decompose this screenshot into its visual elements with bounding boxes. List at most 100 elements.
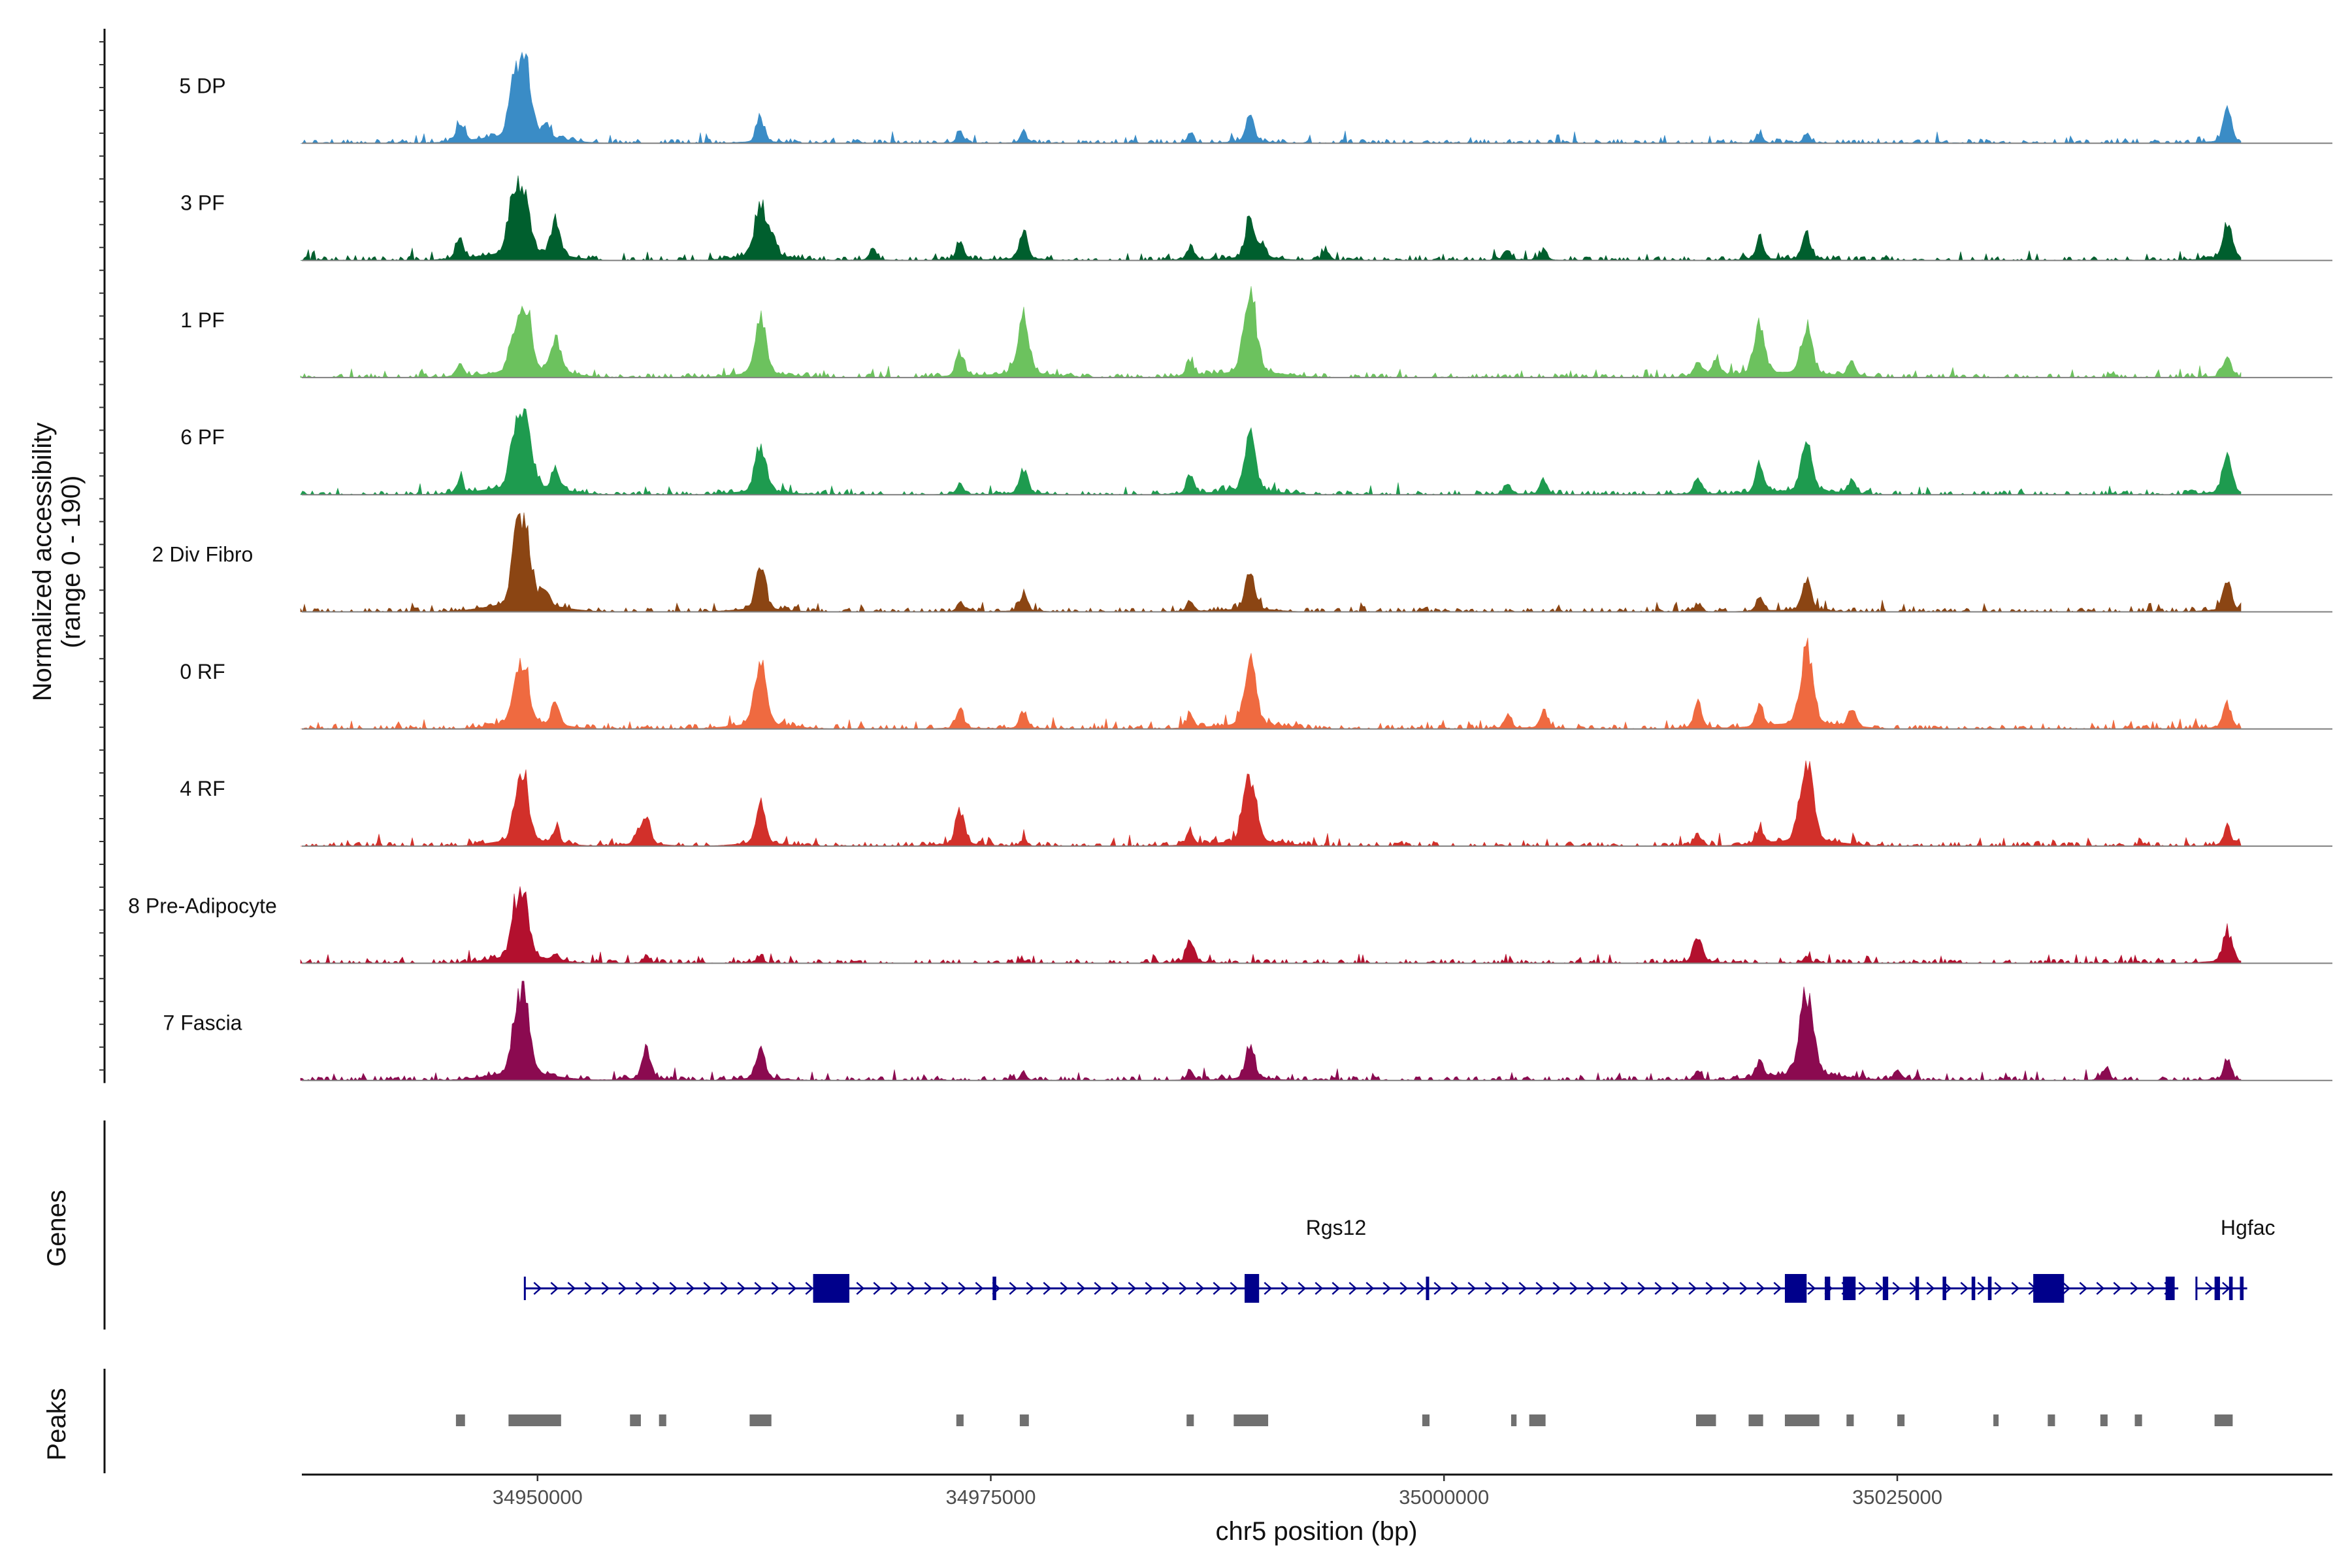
strand-chevron: [2096, 1282, 2105, 1295]
peak-region: [1233, 1414, 1269, 1426]
strand-chevron: [856, 1282, 865, 1295]
peak-region: [1511, 1414, 1517, 1426]
strand-chevron: [1875, 1282, 1884, 1295]
strand-chevron: [2130, 1282, 2139, 1295]
coverage-area: [300, 408, 2242, 496]
strand-chevron: [1026, 1282, 1035, 1295]
track-9: 7 Fascia: [163, 981, 2332, 1081]
strand-chevron: [1637, 1282, 1646, 1295]
strand-chevron: [1467, 1282, 1477, 1295]
exon: [1942, 1277, 1946, 1300]
strand-chevron: [1705, 1282, 1714, 1295]
strand-chevron: [1671, 1282, 1680, 1295]
strand-chevron: [1128, 1282, 1137, 1295]
strand-chevron: [1586, 1282, 1595, 1295]
peak-region: [630, 1414, 641, 1426]
exon: [1915, 1277, 1919, 1300]
strand-chevron: [1331, 1282, 1341, 1295]
strand-chevron: [1348, 1282, 1358, 1295]
track-label: 5 DP: [179, 74, 225, 97]
peak-region: [455, 1414, 465, 1426]
peak-region: [659, 1414, 666, 1426]
peak-region: [1846, 1414, 1854, 1426]
strand-chevron: [975, 1282, 984, 1295]
strand-chevron: [1858, 1282, 1867, 1295]
track-label: 3 PF: [180, 191, 225, 215]
peak-region: [749, 1414, 772, 1426]
strand-chevron: [1518, 1282, 1527, 1295]
strand-chevron: [1077, 1282, 1086, 1295]
exon: [2229, 1277, 2233, 1300]
coverage-area: [300, 512, 2242, 613]
strand-chevron: [2205, 1282, 2213, 1295]
strand-chevron: [1620, 1282, 1629, 1295]
strand-chevron: [873, 1282, 882, 1295]
strand-chevron: [2113, 1282, 2122, 1295]
peak-region: [2214, 1414, 2233, 1426]
track-7: 4 RF: [180, 760, 2332, 847]
track-label: 0 RF: [180, 660, 225, 683]
strand-chevron: [1365, 1282, 1375, 1295]
peak-region: [2048, 1414, 2055, 1426]
strand-chevron: [1807, 1282, 1816, 1295]
strand-chevron: [1009, 1282, 1018, 1295]
strand-chevron: [720, 1282, 729, 1295]
x-tick-label: 35000000: [1399, 1486, 1489, 1509]
x-tick-label: 34975000: [946, 1486, 1036, 1509]
peak-region: [1019, 1414, 1029, 1426]
coverage-area: [301, 175, 2242, 261]
strand-chevron: [1213, 1282, 1222, 1295]
peak-region: [1695, 1414, 1716, 1426]
strand-chevron: [1399, 1282, 1409, 1295]
strand-chevron: [1281, 1282, 1290, 1295]
strand-chevron: [1892, 1282, 1901, 1295]
track-1: 5 DP: [179, 51, 2332, 144]
strand-chevron: [754, 1282, 763, 1295]
axes: 34950000 34975000 35000000 35025000: [99, 29, 2332, 1509]
peak-region: [1529, 1414, 1546, 1426]
x-tick-label: 34950000: [493, 1486, 583, 1509]
strand-chevron: [533, 1282, 542, 1295]
exon: [2240, 1277, 2244, 1300]
coverage-area: [301, 638, 2242, 730]
strand-chevron: [1111, 1282, 1120, 1295]
coverage-tracks: 5 DP 3 PF 1 PF 6 PF 2 Div Fibro 0 RF 4 RF 8 Pre…: [128, 51, 2332, 1081]
peak-region: [2100, 1414, 2108, 1426]
strand-chevron: [1315, 1282, 1324, 1295]
strand-chevron: [567, 1282, 576, 1295]
peak-region: [2134, 1414, 2142, 1426]
exon: [1784, 1274, 1807, 1303]
track-3: 1 PF: [180, 286, 2332, 378]
strand-chevron: [737, 1282, 746, 1295]
strand-chevron: [1960, 1282, 1969, 1295]
exon: [1842, 1277, 1856, 1300]
exon: [1825, 1277, 1831, 1300]
genes-track-title: Genes: [42, 1190, 71, 1267]
strand-chevron: [618, 1282, 627, 1295]
exon: [2165, 1277, 2175, 1300]
coverage-area: [300, 886, 2242, 964]
strand-chevron: [601, 1282, 610, 1295]
gene-label: Rgs12: [1306, 1216, 1367, 1239]
strand-chevron: [907, 1282, 916, 1295]
peak-region: [1784, 1414, 1820, 1426]
strand-chevron: [1501, 1282, 1511, 1295]
track-4: 6 PF: [180, 408, 2332, 496]
strand-chevron: [1926, 1282, 1935, 1295]
coverage-area: [300, 286, 2242, 378]
track-label: 1 PF: [180, 308, 225, 332]
strand-chevron: [1654, 1282, 1663, 1295]
strand-chevron: [1043, 1282, 1052, 1295]
strand-chevron: [1994, 1282, 2003, 1295]
strand-chevron: [1552, 1282, 1561, 1295]
strand-chevron: [2079, 1282, 2088, 1295]
peaks-track-title: Peaks: [42, 1388, 71, 1460]
gene-rgs12: Rgs12: [523, 1216, 2179, 1303]
strand-chevron: [1264, 1282, 1273, 1295]
x-tick-label: 35025000: [1852, 1486, 1942, 1509]
strand-chevron: [805, 1282, 814, 1295]
exon: [1245, 1274, 1260, 1303]
track-label: 8 Pre-Adipocyte: [128, 894, 277, 917]
strand-chevron: [941, 1282, 950, 1295]
strand-chevron: [686, 1282, 695, 1295]
